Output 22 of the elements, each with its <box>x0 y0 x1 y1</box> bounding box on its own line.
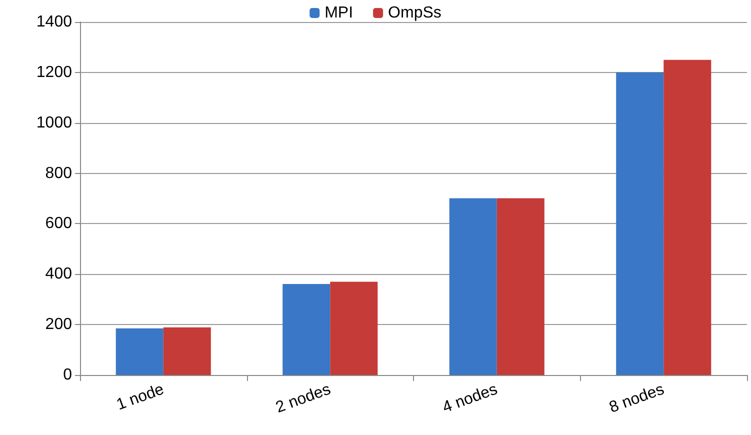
bar <box>282 284 330 375</box>
y-tick-label: 1200 <box>36 64 72 81</box>
bar <box>616 72 664 375</box>
x-tick-label: 2 nodes <box>274 381 334 416</box>
x-tick-label: 4 nodes <box>440 381 500 416</box>
y-tick-label: 800 <box>45 164 72 182</box>
bar <box>449 198 497 375</box>
bar <box>330 282 378 375</box>
bar <box>664 60 712 375</box>
bar <box>496 198 544 375</box>
legend-label: OmpSs <box>388 4 442 22</box>
bar <box>163 327 211 375</box>
legend-label: MPI <box>324 4 354 22</box>
y-tick-label: 1000 <box>36 114 72 132</box>
bar <box>116 328 164 375</box>
y-tick-label: 1400 <box>36 14 72 30</box>
y-tick-label: 0 <box>63 366 72 384</box>
y-tick-label: 400 <box>45 266 72 283</box>
y-tick-label: 200 <box>45 316 72 334</box>
x-tick-label: 8 nodes <box>607 381 667 416</box>
x-tick-label: 1 node <box>114 380 166 414</box>
y-tick-label: 600 <box>45 215 72 232</box>
